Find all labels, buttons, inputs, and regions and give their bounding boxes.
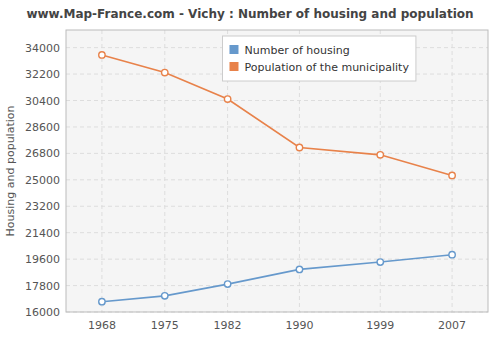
legend-frame bbox=[222, 36, 415, 81]
legend-swatch bbox=[229, 45, 238, 54]
y-tick-label: 23200 bbox=[25, 200, 60, 213]
y-tick-label: 26800 bbox=[25, 147, 60, 160]
legend-label: Number of housing bbox=[244, 44, 349, 57]
series-group bbox=[99, 52, 456, 305]
x-tick-label: 1975 bbox=[151, 319, 179, 332]
x-tick-label: 1990 bbox=[285, 319, 313, 332]
grid-line bbox=[66, 126, 488, 127]
title: www.Map-France.com - Vichy : Number of h… bbox=[26, 7, 473, 21]
x-tick-label: 2007 bbox=[438, 319, 466, 332]
series-point bbox=[224, 96, 230, 102]
series-point bbox=[449, 252, 455, 258]
grid-line bbox=[101, 30, 102, 312]
series-point bbox=[224, 281, 230, 287]
grid-line bbox=[66, 259, 488, 260]
grid-line bbox=[66, 179, 488, 180]
grid-line bbox=[66, 100, 488, 101]
y-tick-label: 25000 bbox=[25, 174, 60, 187]
x-tick-label: 1999 bbox=[366, 319, 394, 332]
series-point bbox=[296, 266, 302, 272]
series-point bbox=[296, 144, 302, 150]
series-point bbox=[99, 52, 105, 58]
grid-line bbox=[66, 153, 488, 154]
legend-swatch bbox=[229, 62, 238, 71]
series-line bbox=[102, 255, 452, 302]
grid-line bbox=[66, 206, 488, 207]
chart: 16000 17800 19600 21400 23200 25000 26800 28600… bbox=[0, 0, 500, 340]
series-point bbox=[377, 152, 383, 158]
series-line bbox=[102, 55, 452, 175]
x-tick-label: 1982 bbox=[214, 319, 242, 332]
y-tick-label: 28600 bbox=[25, 121, 60, 134]
series-point bbox=[449, 172, 455, 178]
legend: Number of housing Population of the munic… bbox=[222, 36, 415, 81]
grid-line bbox=[452, 30, 453, 312]
grid-line bbox=[66, 232, 488, 233]
legend-label: Population of the municipality bbox=[244, 61, 409, 74]
series-point bbox=[162, 293, 168, 299]
plot-frame bbox=[66, 30, 488, 312]
x-tick-label: 1968 bbox=[88, 319, 116, 332]
y-tick-label: 17800 bbox=[25, 280, 60, 293]
series-point bbox=[99, 299, 105, 305]
series-point bbox=[377, 259, 383, 265]
y-tick-label: 21400 bbox=[25, 227, 60, 240]
y-tick-label: 19600 bbox=[25, 253, 60, 266]
series-point bbox=[162, 69, 168, 75]
y-tick-label: 34000 bbox=[25, 42, 60, 55]
plot-background bbox=[66, 30, 488, 312]
grid-line bbox=[66, 285, 488, 286]
y-axis-label: Housing and population bbox=[4, 106, 17, 237]
y-tick-label: 16000 bbox=[25, 306, 60, 319]
y-tick-label: 32200 bbox=[25, 68, 60, 81]
y-tick-label: 30400 bbox=[25, 95, 60, 108]
